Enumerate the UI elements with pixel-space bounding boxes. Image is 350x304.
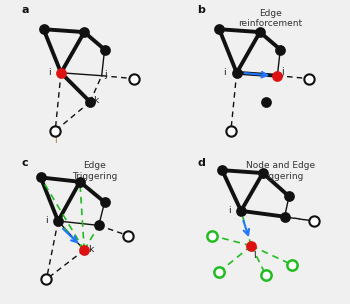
Point [82, 248, 87, 253]
Text: Edge
reinforcement: Edge reinforcement [238, 9, 302, 28]
Text: l: l [253, 251, 255, 260]
Point [77, 179, 83, 184]
Point [282, 214, 287, 219]
Point [125, 233, 131, 238]
Text: i: i [45, 216, 48, 225]
Point [41, 27, 46, 32]
Text: j: j [105, 70, 107, 79]
Point [238, 209, 244, 213]
Text: i: i [228, 206, 231, 215]
Text: Node and Edge
Triggering: Node and Edge Triggering [246, 161, 315, 181]
Point [102, 47, 107, 52]
Point [286, 194, 292, 199]
Point [38, 175, 43, 180]
Point [278, 47, 283, 52]
Point [228, 129, 234, 133]
Point [289, 262, 295, 267]
Text: k: k [93, 96, 98, 105]
Point [274, 73, 280, 78]
Point [96, 223, 101, 228]
Point [263, 99, 268, 104]
Text: c: c [22, 158, 28, 168]
Text: i: i [224, 68, 226, 77]
Point [219, 168, 225, 173]
Point [234, 70, 239, 75]
Point [311, 219, 316, 223]
Point [216, 269, 222, 274]
Point [248, 243, 254, 248]
Text: a: a [22, 5, 29, 15]
Text: k: k [88, 244, 93, 254]
Point [102, 200, 107, 205]
Point [307, 76, 312, 81]
Point [52, 129, 58, 133]
Point [82, 30, 87, 35]
Text: i: i [48, 68, 50, 77]
Text: d: d [197, 158, 205, 168]
Point [44, 277, 49, 282]
Text: Edge
Triggering: Edge Triggering [72, 161, 117, 181]
Point [216, 27, 222, 32]
Point [257, 30, 263, 35]
Point [209, 233, 215, 238]
Point [131, 76, 136, 81]
Point [260, 171, 266, 175]
Point [55, 219, 61, 223]
Text: j: j [281, 67, 284, 76]
Text: l: l [54, 136, 56, 145]
Point [58, 70, 64, 75]
Point [263, 272, 268, 277]
Text: b: b [197, 5, 205, 15]
Point [87, 99, 93, 104]
